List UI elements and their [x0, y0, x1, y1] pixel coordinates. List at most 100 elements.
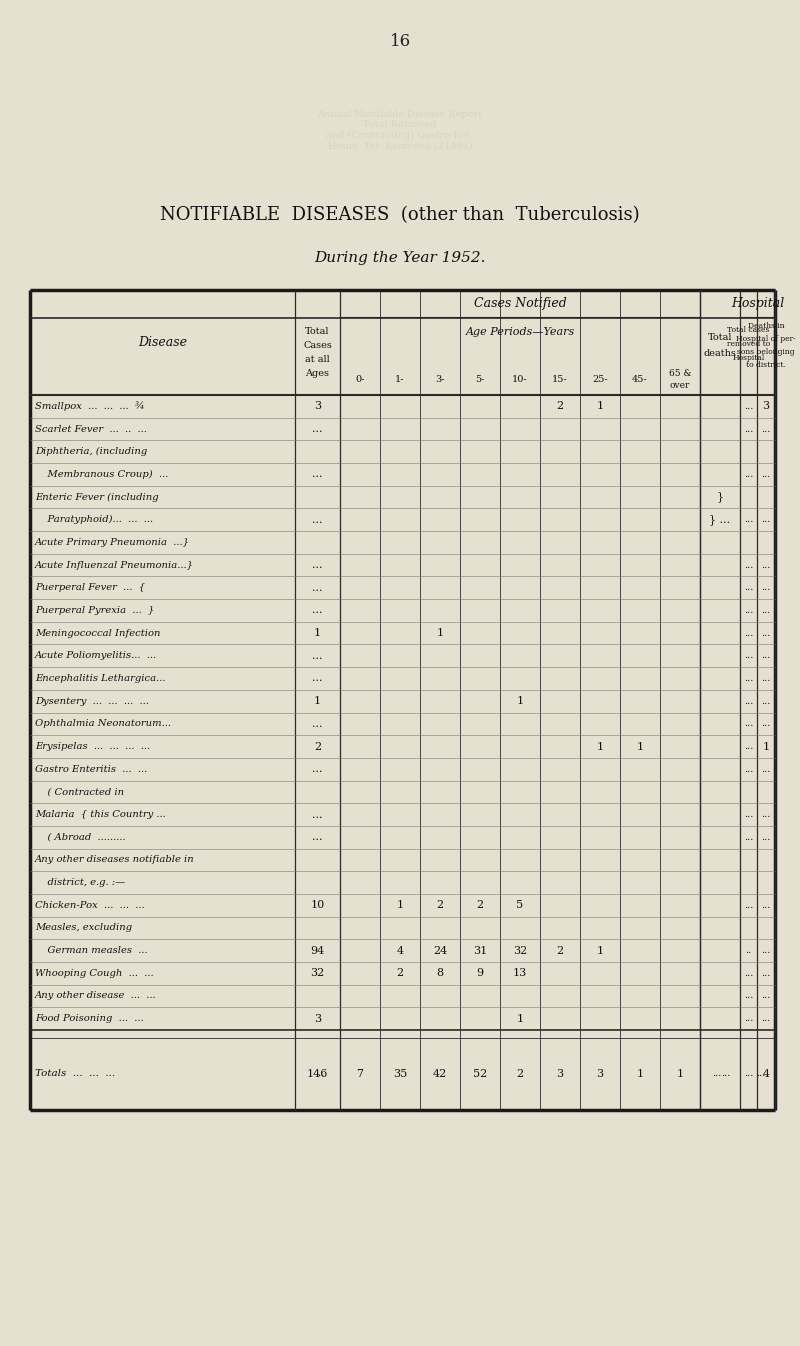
Text: ...: ... [762, 674, 770, 682]
Text: removed to: removed to [727, 341, 770, 349]
Text: Measles, excluding: Measles, excluding [35, 923, 132, 933]
Text: over: over [670, 381, 690, 389]
Text: ...: ... [762, 810, 770, 820]
Text: ...: ... [744, 470, 753, 479]
Text: 15-: 15- [552, 374, 568, 384]
Text: Any other disease  ...  ...: Any other disease ... ... [35, 992, 157, 1000]
Text: ...: ... [312, 424, 322, 433]
Text: 1: 1 [314, 696, 321, 707]
Text: 1: 1 [517, 1014, 523, 1024]
Text: 31: 31 [473, 946, 487, 956]
Text: ...: ... [744, 719, 753, 728]
Text: 32: 32 [310, 968, 325, 979]
Text: 24: 24 [433, 946, 447, 956]
Text: ...: ... [744, 651, 753, 661]
Text: ...: ... [312, 470, 322, 479]
Text: 1: 1 [597, 946, 603, 956]
Text: 35: 35 [393, 1069, 407, 1079]
Text: ...: ... [744, 629, 753, 638]
Text: Total: Total [708, 334, 732, 342]
Text: Gastro Enteritis  ...  ...: Gastro Enteritis ... ... [35, 765, 147, 774]
Text: Paratyphoid)...  ...  ...: Paratyphoid)... ... ... [35, 516, 153, 525]
Text: at all: at all [305, 355, 330, 365]
Text: 42: 42 [433, 1069, 447, 1079]
Text: 3: 3 [557, 1069, 563, 1079]
Text: ...: ... [312, 606, 322, 615]
Text: ...: ... [312, 673, 322, 684]
Text: 2: 2 [314, 742, 321, 751]
Text: 94: 94 [310, 946, 325, 956]
Text: 65 &: 65 & [669, 369, 691, 377]
Text: Hospital of per-: Hospital of per- [736, 335, 796, 343]
Text: Ophthalmia Neonatorum...: Ophthalmia Neonatorum... [35, 719, 171, 728]
Text: 1: 1 [397, 900, 403, 910]
Text: 52: 52 [473, 1069, 487, 1079]
Text: Chicken-Pox  ...  ...  ...: Chicken-Pox ... ... ... [35, 900, 145, 910]
Text: Hospital: Hospital [731, 297, 784, 311]
Text: ...: ... [312, 583, 322, 592]
Text: 5-: 5- [475, 374, 485, 384]
Text: Ages: Ages [306, 370, 330, 378]
Text: ...: ... [762, 765, 770, 774]
Text: ...: ... [744, 810, 753, 820]
Text: 13: 13 [513, 968, 527, 979]
Text: Malaria  { this Country ...: Malaria { this Country ... [35, 810, 166, 820]
Text: 1: 1 [637, 1069, 643, 1079]
Text: ...: ... [744, 742, 753, 751]
Text: Encephalitis Lethargica...: Encephalitis Lethargica... [35, 674, 166, 682]
Text: to district.: to district. [746, 361, 786, 369]
Text: Scarlet Fever  ...  ..  ...: Scarlet Fever ... .. ... [35, 424, 147, 433]
Text: During the Year 1952.: During the Year 1952. [314, 250, 486, 265]
Text: ...: ... [762, 583, 770, 592]
Text: district, e.g. :—: district, e.g. :— [35, 878, 125, 887]
Text: Smallpox  ...  ...  ...  ¾: Smallpox ... ... ... ¾ [35, 401, 145, 411]
Text: Total cases: Total cases [727, 326, 770, 334]
Text: Cases Notified: Cases Notified [474, 297, 566, 311]
Text: ...: ... [744, 765, 753, 774]
Text: ...: ... [744, 900, 753, 910]
Text: Erysipelas  ...  ...  ...  ...: Erysipelas ... ... ... ... [35, 742, 150, 751]
Text: Enteric Fever (including: Enteric Fever (including [35, 493, 158, 502]
Text: ( Abroad  .........: ( Abroad ......... [35, 833, 126, 841]
Text: NOTIFIABLE  DISEASES  (other than  Tuberculosis): NOTIFIABLE DISEASES (other than Tubercul… [160, 206, 640, 223]
Text: ...: ... [762, 697, 770, 705]
Text: ...: ... [762, 470, 770, 479]
Text: Totals  ...  ...  ...: Totals ... ... ... [35, 1070, 115, 1078]
Text: 5: 5 [517, 900, 523, 910]
Text: 1: 1 [597, 742, 603, 751]
Text: ...: ... [762, 946, 770, 956]
Text: ...: ... [744, 833, 753, 841]
Text: }: } [717, 491, 723, 502]
Text: 1: 1 [762, 742, 770, 751]
Text: 9: 9 [477, 968, 483, 979]
Text: ...: ... [312, 651, 322, 661]
Text: ...: ... [312, 832, 322, 843]
Text: 3-: 3- [435, 374, 445, 384]
Text: Acute Influenzal Pneumonia...}: Acute Influenzal Pneumonia...} [35, 560, 194, 569]
Text: 1: 1 [314, 629, 321, 638]
Text: ...: ... [762, 992, 770, 1000]
Text: ...: ... [312, 765, 322, 774]
Text: 7: 7 [357, 1069, 363, 1079]
Text: ...: ... [721, 1070, 730, 1078]
Text: 4: 4 [397, 946, 403, 956]
Text: } ...: } ... [710, 514, 730, 525]
Text: German measles  ...: German measles ... [35, 946, 148, 956]
Text: Meningococcal Infection: Meningococcal Infection [35, 629, 161, 638]
Text: ...: ... [744, 992, 753, 1000]
Text: ...: ... [312, 514, 322, 525]
Text: ...: ... [712, 1070, 722, 1078]
Text: 3: 3 [314, 401, 321, 412]
Text: Puerperal Fever  ...  {: Puerperal Fever ... { [35, 583, 145, 592]
Text: Hospital: Hospital [732, 354, 765, 362]
Text: Diphtheria, (including: Diphtheria, (including [35, 447, 147, 456]
Text: Deaths in: Deaths in [748, 322, 784, 330]
Text: 1: 1 [437, 629, 443, 638]
Text: 3: 3 [314, 1014, 321, 1024]
Text: ...: ... [744, 560, 753, 569]
Text: Any other diseases notifiable in: Any other diseases notifiable in [35, 856, 194, 864]
Text: 1: 1 [677, 1069, 683, 1079]
Text: 16: 16 [390, 34, 410, 51]
Text: Acute Poliomyelitis...  ...: Acute Poliomyelitis... ... [35, 651, 157, 661]
Text: ...: ... [762, 629, 770, 638]
